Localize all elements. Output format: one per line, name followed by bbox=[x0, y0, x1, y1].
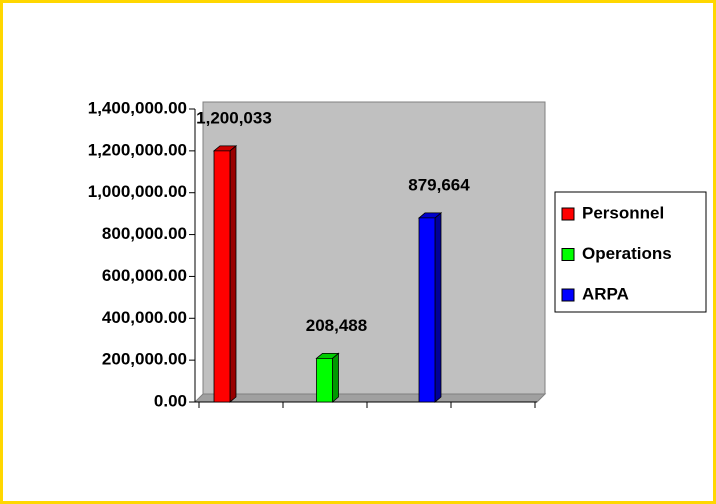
y-tick-label: 1,000,000.00 bbox=[88, 182, 187, 201]
bar-face bbox=[332, 352, 339, 403]
y-tick-label: 400,000.00 bbox=[102, 308, 187, 327]
bar bbox=[315, 352, 340, 403]
legend-label: ARPA bbox=[582, 284, 629, 303]
legend-swatch bbox=[561, 248, 575, 261]
bar-face bbox=[434, 212, 442, 403]
bar-face bbox=[213, 150, 231, 403]
y-tick-label: 1,400,000.00 bbox=[88, 98, 187, 117]
legend-swatch bbox=[561, 207, 575, 221]
bar-face bbox=[229, 144, 237, 403]
legend-swatch bbox=[561, 288, 575, 302]
y-tick-label: 0.00 bbox=[154, 391, 187, 410]
data-label: 1,200,033 bbox=[196, 108, 272, 127]
data-label: 879,664 bbox=[408, 175, 470, 194]
y-tick-label: 200,000.00 bbox=[102, 350, 187, 369]
data-label: 208,488 bbox=[306, 316, 367, 335]
y-tick-label: 600,000.00 bbox=[102, 266, 187, 285]
plot-wall bbox=[202, 101, 546, 395]
y-tick-label: 800,000.00 bbox=[102, 224, 187, 243]
bar bbox=[417, 212, 443, 403]
legend bbox=[554, 191, 707, 313]
x-axis-ticks bbox=[198, 402, 536, 408]
legend-label: Personnel bbox=[582, 203, 664, 222]
plot-floor bbox=[193, 393, 547, 403]
bar-face bbox=[418, 217, 436, 403]
legend-label: Operations bbox=[582, 244, 672, 263]
bar bbox=[212, 144, 238, 403]
y-tick-label: 1,200,000.00 bbox=[88, 140, 187, 159]
bar-face bbox=[316, 357, 333, 403]
